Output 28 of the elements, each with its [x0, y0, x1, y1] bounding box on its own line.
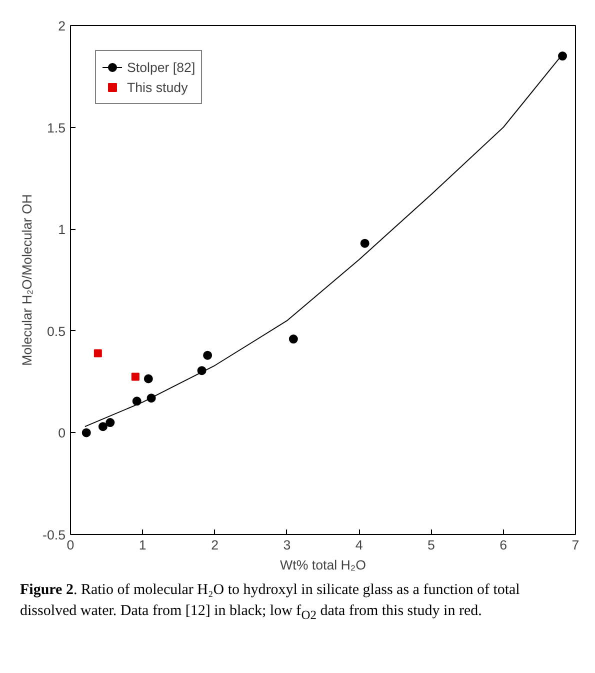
caption: Figure 2. Ratio of molecular H₂O to hydroxyl in silicate glass as a function of total dissolved water. Data from [12] in black; low f$_{O2}$ data from this study in red.: [20, 581, 521, 624]
x-tick-label: 5: [428, 538, 435, 552]
y-axis-title: Molecular H₂O/Molecular OH: [20, 194, 35, 366]
legend-label: Stolper [82]: [127, 60, 196, 74]
y-tick-label: -0.5: [42, 528, 66, 542]
point: [558, 52, 568, 61]
y-tick-label: 2: [58, 18, 66, 34]
y-tick-label: 0.5: [46, 324, 66, 339]
point: [98, 422, 108, 432]
x-tick-label: 4: [355, 538, 364, 552]
point: [106, 418, 115, 428]
point: [131, 372, 140, 381]
point: [144, 374, 153, 384]
point: [94, 349, 102, 358]
point: [288, 334, 298, 344]
x-tick-label: 7: [572, 538, 580, 552]
x-tick-label: 2: [211, 538, 218, 552]
x-tick-label: 3: [283, 538, 291, 552]
y-tick-label: 1: [58, 222, 66, 238]
x-tick-label: 1: [138, 538, 146, 552]
point: [203, 350, 212, 360]
y-tick-label: 1.5: [46, 120, 66, 136]
legend-label: This study: [127, 80, 188, 94]
x-tick-label: 6: [500, 538, 508, 552]
point: [360, 238, 370, 248]
point: [82, 428, 91, 438]
y-tick-label: 0: [58, 426, 66, 441]
x-axis-title: Wt% total H₂O: [280, 558, 366, 572]
